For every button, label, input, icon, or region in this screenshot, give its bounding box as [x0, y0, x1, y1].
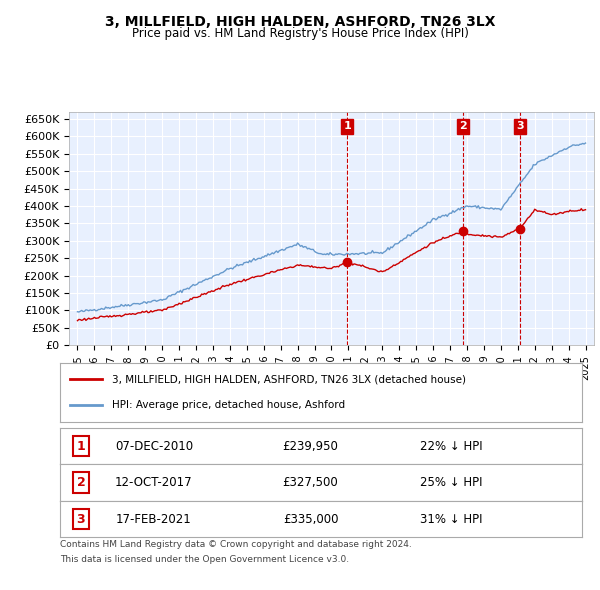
Text: 2: 2	[77, 476, 85, 489]
Text: 07-DEC-2010: 07-DEC-2010	[115, 440, 193, 453]
Text: 3, MILLFIELD, HIGH HALDEN, ASHFORD, TN26 3LX: 3, MILLFIELD, HIGH HALDEN, ASHFORD, TN26…	[105, 15, 495, 29]
Text: 22% ↓ HPI: 22% ↓ HPI	[420, 440, 483, 453]
Text: Contains HM Land Registry data © Crown copyright and database right 2024.: Contains HM Land Registry data © Crown c…	[60, 540, 412, 549]
Text: 25% ↓ HPI: 25% ↓ HPI	[420, 476, 483, 489]
Text: 3: 3	[77, 513, 85, 526]
Text: 2: 2	[460, 122, 467, 132]
Text: This data is licensed under the Open Government Licence v3.0.: This data is licensed under the Open Gov…	[60, 555, 349, 564]
Text: £335,000: £335,000	[283, 513, 338, 526]
Text: 1: 1	[343, 122, 351, 132]
Text: 31% ↓ HPI: 31% ↓ HPI	[420, 513, 483, 526]
Text: £327,500: £327,500	[283, 476, 338, 489]
Text: 3, MILLFIELD, HIGH HALDEN, ASHFORD, TN26 3LX (detached house): 3, MILLFIELD, HIGH HALDEN, ASHFORD, TN26…	[112, 375, 466, 384]
Text: Price paid vs. HM Land Registry's House Price Index (HPI): Price paid vs. HM Land Registry's House …	[131, 27, 469, 40]
Text: HPI: Average price, detached house, Ashford: HPI: Average price, detached house, Ashf…	[112, 401, 346, 410]
Text: £239,950: £239,950	[283, 440, 338, 453]
Text: 17-FEB-2021: 17-FEB-2021	[116, 513, 192, 526]
Text: 1: 1	[77, 440, 85, 453]
Text: 12-OCT-2017: 12-OCT-2017	[115, 476, 193, 489]
Text: 3: 3	[516, 122, 524, 132]
